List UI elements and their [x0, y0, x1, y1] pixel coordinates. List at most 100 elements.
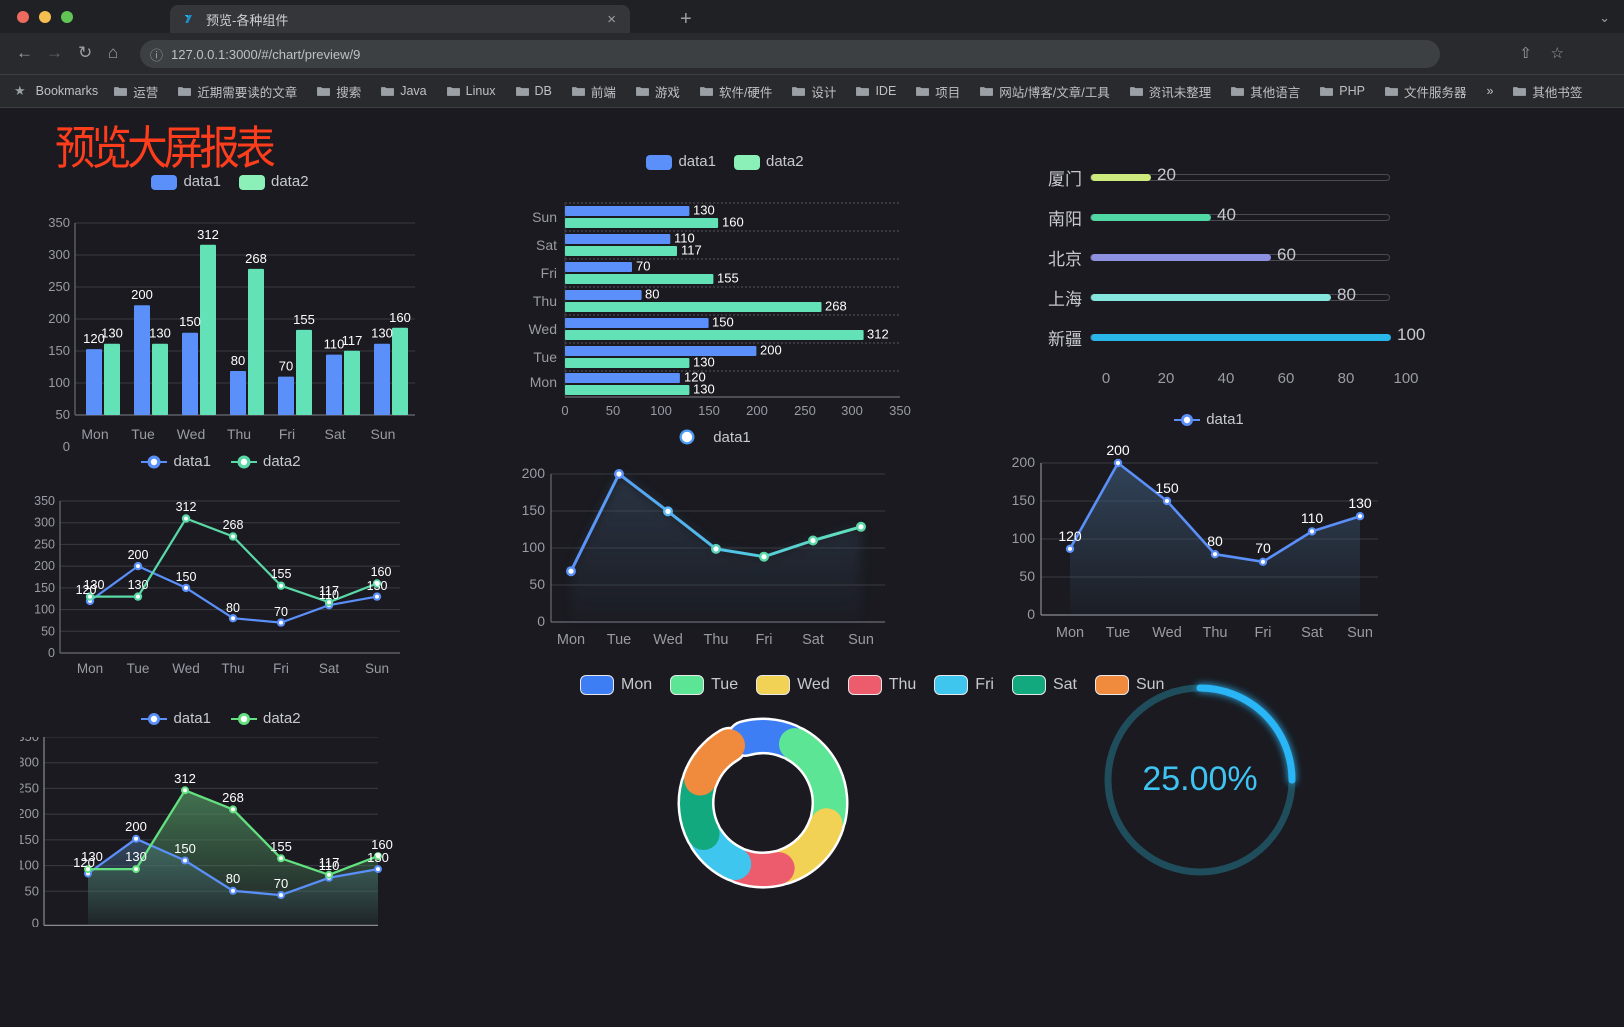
- svg-text:300: 300: [34, 516, 55, 530]
- svg-text:312: 312: [176, 500, 197, 514]
- svg-text:117: 117: [319, 855, 340, 870]
- svg-text:130: 130: [367, 579, 388, 593]
- svg-text:130: 130: [128, 578, 149, 592]
- svg-text:80: 80: [645, 287, 659, 302]
- svg-text:150: 150: [522, 502, 546, 518]
- svg-text:200: 200: [128, 548, 149, 562]
- svg-text:155: 155: [271, 567, 292, 581]
- svg-text:200: 200: [1106, 443, 1130, 458]
- svg-text:150: 150: [48, 343, 70, 358]
- svg-text:Thu: Thu: [1203, 625, 1228, 641]
- svg-text:150: 150: [179, 314, 201, 329]
- svg-text:350: 350: [20, 737, 39, 744]
- svg-text:50: 50: [25, 883, 39, 898]
- svg-text:155: 155: [270, 839, 292, 854]
- svg-text:100: 100: [1393, 370, 1418, 387]
- svg-text:Sun: Sun: [365, 661, 389, 676]
- svg-text:268: 268: [222, 790, 244, 805]
- svg-text:50: 50: [41, 624, 55, 638]
- svg-text:Thu: Thu: [221, 661, 244, 676]
- svg-text:200: 200: [125, 819, 147, 834]
- svg-text:150: 150: [1012, 492, 1036, 508]
- svg-text:350: 350: [34, 494, 55, 508]
- svg-text:70: 70: [1255, 540, 1271, 556]
- svg-text:150: 150: [176, 570, 197, 584]
- svg-text:Sat: Sat: [802, 632, 824, 648]
- svg-text:25.00%: 25.00%: [1142, 760, 1257, 798]
- svg-text:150: 150: [20, 832, 39, 847]
- svg-text:200: 200: [20, 806, 39, 821]
- svg-text:160: 160: [722, 215, 744, 230]
- svg-text:150: 150: [712, 315, 734, 330]
- svg-text:Mon: Mon: [530, 374, 557, 390]
- svg-text:Wed: Wed: [653, 632, 683, 648]
- svg-text:200: 200: [131, 287, 153, 302]
- svg-text:Mon: Mon: [1056, 625, 1084, 641]
- svg-text:250: 250: [794, 403, 816, 418]
- svg-text:130: 130: [1348, 495, 1372, 511]
- svg-text:0: 0: [32, 915, 39, 927]
- svg-text:150: 150: [34, 581, 55, 595]
- svg-text:160: 160: [371, 837, 393, 852]
- svg-text:80: 80: [226, 601, 240, 615]
- svg-text:Sat: Sat: [1301, 625, 1323, 641]
- svg-text:250: 250: [34, 537, 55, 551]
- svg-text:100: 100: [48, 375, 70, 390]
- svg-text:160: 160: [389, 310, 411, 325]
- svg-text:Thu: Thu: [704, 632, 729, 648]
- svg-text:268: 268: [223, 518, 244, 532]
- svg-text:250: 250: [20, 780, 39, 795]
- svg-text:300: 300: [841, 403, 863, 418]
- svg-text:350: 350: [48, 215, 70, 230]
- svg-text:130: 130: [367, 850, 389, 865]
- svg-text:0: 0: [1027, 606, 1035, 622]
- svg-text:Sat: Sat: [319, 661, 340, 676]
- svg-text:150: 150: [698, 403, 720, 418]
- svg-text:Fri: Fri: [1255, 625, 1272, 641]
- svg-text:50: 50: [56, 407, 70, 422]
- svg-text:130: 130: [693, 203, 715, 218]
- svg-text:130: 130: [84, 578, 105, 592]
- svg-text:Wed: Wed: [1152, 625, 1182, 641]
- svg-text:Tue: Tue: [607, 632, 631, 648]
- svg-text:120: 120: [1058, 528, 1082, 544]
- svg-text:200: 200: [760, 343, 782, 358]
- svg-text:Mon: Mon: [557, 632, 585, 648]
- svg-text:Fri: Fri: [541, 265, 557, 281]
- svg-text:300: 300: [20, 755, 39, 770]
- svg-text:Tue: Tue: [127, 661, 150, 676]
- svg-text:Thu: Thu: [533, 293, 557, 309]
- svg-text:Sun: Sun: [848, 632, 874, 648]
- svg-text:130: 130: [149, 326, 171, 341]
- svg-text:Wed: Wed: [528, 321, 557, 337]
- svg-text:130: 130: [371, 326, 393, 341]
- svg-text:200: 200: [522, 465, 546, 481]
- svg-text:0: 0: [561, 403, 568, 418]
- svg-text:130: 130: [101, 326, 123, 341]
- svg-text:Sat: Sat: [536, 237, 557, 253]
- svg-text:Tue: Tue: [533, 349, 557, 365]
- svg-text:Fri: Fri: [273, 661, 289, 676]
- svg-text:70: 70: [274, 605, 288, 619]
- svg-text:Fri: Fri: [756, 632, 773, 648]
- svg-text:250: 250: [48, 279, 70, 294]
- svg-text:312: 312: [867, 327, 889, 342]
- svg-text:60: 60: [1278, 370, 1295, 387]
- svg-text:0: 0: [48, 646, 55, 660]
- svg-text:130: 130: [693, 382, 715, 397]
- svg-text:110: 110: [1301, 510, 1324, 526]
- svg-text:312: 312: [197, 227, 219, 242]
- svg-text:0: 0: [537, 613, 545, 629]
- svg-text:150: 150: [1155, 480, 1179, 496]
- svg-text:0: 0: [1102, 370, 1110, 387]
- svg-text:130: 130: [693, 355, 715, 370]
- svg-text:50: 50: [529, 576, 545, 592]
- svg-text:Tue: Tue: [1106, 625, 1130, 641]
- svg-text:268: 268: [245, 251, 267, 266]
- svg-text:200: 200: [34, 559, 55, 573]
- svg-text:155: 155: [717, 271, 739, 286]
- svg-text:80: 80: [231, 353, 245, 368]
- svg-text:20: 20: [1158, 370, 1175, 387]
- svg-text:80: 80: [226, 871, 240, 886]
- svg-text:Sun: Sun: [532, 209, 557, 225]
